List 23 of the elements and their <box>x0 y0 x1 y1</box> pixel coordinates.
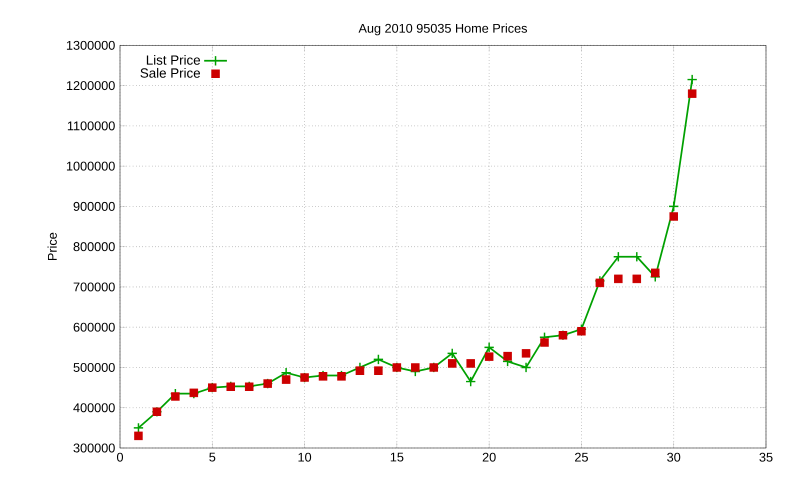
y-tick-label: 800000 <box>74 242 115 252</box>
x-tick-label: 10 <box>298 452 312 462</box>
x-tick-label: 5 <box>209 452 216 462</box>
y-tick-label: 1000000 <box>66 162 115 171</box>
y-axis-title: Price <box>48 232 57 260</box>
x-tick-label: 25 <box>575 452 588 462</box>
y-tick-label: 1100000 <box>68 121 115 130</box>
y-tick-label: 500000 <box>74 362 115 372</box>
x-tick-label: 35 <box>759 452 773 462</box>
y-tick-label: 1200000 <box>66 81 115 90</box>
y-tick-label: 900000 <box>74 202 115 211</box>
y-tick-label: 600000 <box>74 322 115 332</box>
y-tick-label: 300000 <box>74 444 115 452</box>
chart-title: Aug 2010 95035 Home Prices <box>358 23 528 36</box>
x-tick-label: 0 <box>116 452 124 462</box>
y-tick-label: 400000 <box>73 403 115 412</box>
y-tick-label: 1300000 <box>66 40 115 50</box>
legend-label: List Price <box>146 54 200 65</box>
y-tick-label: 700000 <box>74 282 115 292</box>
legend-label: Sale Price <box>140 68 200 78</box>
x-tick-label: 15 <box>390 452 404 462</box>
x-tick-label: 30 <box>667 452 680 462</box>
x-tick-label: 20 <box>482 452 496 462</box>
